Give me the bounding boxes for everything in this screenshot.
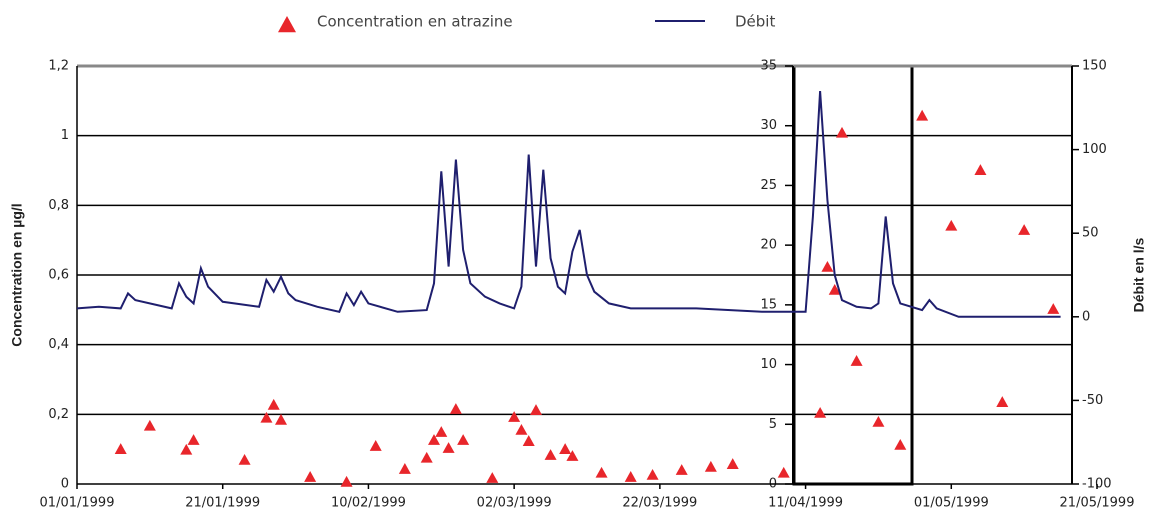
data-point bbox=[304, 471, 317, 482]
x-tick-label: 11/04/1999 bbox=[768, 496, 843, 511]
x-tick-label: 10/02/1999 bbox=[331, 496, 406, 511]
data-point bbox=[398, 463, 411, 474]
data-point bbox=[559, 443, 572, 454]
y-tick-label: 0 bbox=[61, 477, 69, 492]
y-axis-title: Concentration en µg/l bbox=[9, 203, 25, 346]
x-tick-label: 22/03/1999 bbox=[622, 496, 697, 511]
y3-tick-label: 35 bbox=[760, 59, 777, 74]
data-point bbox=[522, 435, 535, 446]
y2-tick-label: 150 bbox=[1082, 59, 1107, 74]
data-point bbox=[260, 411, 273, 423]
x-tick-label: 21/01/1999 bbox=[185, 496, 260, 511]
data-point bbox=[369, 440, 382, 451]
y3-tick-label: 5 bbox=[769, 417, 777, 432]
data-point bbox=[777, 466, 790, 478]
legend-marker bbox=[278, 16, 296, 33]
data-point bbox=[180, 443, 193, 455]
data-point bbox=[675, 464, 688, 475]
x-tick-label: 02/03/1999 bbox=[477, 496, 552, 511]
y2-tick-label: 100 bbox=[1082, 142, 1107, 157]
data-point bbox=[850, 355, 863, 366]
data-point bbox=[646, 468, 659, 480]
data-point bbox=[457, 434, 470, 445]
data-point bbox=[974, 164, 987, 175]
data-point bbox=[828, 283, 841, 295]
y3-tick-label: 10 bbox=[760, 357, 777, 372]
y-tick-label: 0,8 bbox=[48, 198, 69, 213]
data-point bbox=[916, 109, 929, 121]
legend-label: Débit bbox=[735, 13, 775, 31]
y-tick-label: 1,2 bbox=[48, 59, 69, 74]
data-point bbox=[726, 458, 739, 469]
data-point bbox=[1047, 303, 1060, 314]
data-point bbox=[836, 126, 848, 138]
data-point bbox=[275, 413, 287, 425]
y-tick-label: 1 bbox=[61, 128, 69, 143]
y3-tick-label: 25 bbox=[760, 178, 777, 193]
data-point bbox=[821, 260, 834, 272]
data-point bbox=[595, 466, 608, 478]
data-point bbox=[238, 453, 251, 465]
data-point bbox=[1018, 224, 1031, 235]
data-point bbox=[945, 219, 958, 231]
data-point bbox=[996, 396, 1009, 407]
data-point bbox=[187, 434, 200, 445]
y-tick-label: 0,6 bbox=[48, 268, 69, 283]
data-point bbox=[420, 451, 433, 463]
y2-tick-label: 50 bbox=[1082, 226, 1099, 241]
legend-label: Concentration en atrazine bbox=[317, 13, 513, 31]
data-point bbox=[435, 426, 448, 437]
y-tick-label: 0,2 bbox=[48, 407, 69, 422]
data-point bbox=[442, 442, 455, 453]
data-point bbox=[486, 472, 499, 483]
data-point bbox=[114, 443, 127, 454]
data-point bbox=[449, 403, 462, 414]
data-point bbox=[566, 450, 579, 461]
data-point bbox=[143, 419, 156, 431]
x-tick-label: 01/01/1999 bbox=[40, 496, 115, 511]
data-point bbox=[267, 398, 280, 410]
y3-tick-label: 20 bbox=[760, 238, 777, 253]
data-point bbox=[530, 404, 542, 415]
data-point bbox=[508, 411, 521, 422]
data-point bbox=[872, 415, 885, 427]
data-point bbox=[544, 449, 557, 460]
y2-tick-label: -50 bbox=[1082, 393, 1103, 408]
data-point bbox=[814, 406, 827, 418]
data-point bbox=[624, 471, 637, 482]
y3-tick-label: 15 bbox=[760, 297, 777, 312]
data-point bbox=[704, 460, 717, 472]
y2-tick-label: 0 bbox=[1082, 309, 1090, 324]
x-tick-label: 01/05/1999 bbox=[914, 496, 989, 511]
flow-line bbox=[76, 91, 1061, 318]
data-point bbox=[515, 424, 528, 435]
y3-tick-label: 30 bbox=[760, 118, 777, 133]
data-point bbox=[340, 475, 353, 487]
y-tick-label: 0,4 bbox=[48, 337, 69, 352]
x-tick-label: 21/05/1999 bbox=[1060, 496, 1135, 511]
data-point bbox=[894, 438, 907, 450]
y2-axis-title: Débit en l/s bbox=[1131, 237, 1147, 312]
data-point bbox=[428, 434, 440, 445]
